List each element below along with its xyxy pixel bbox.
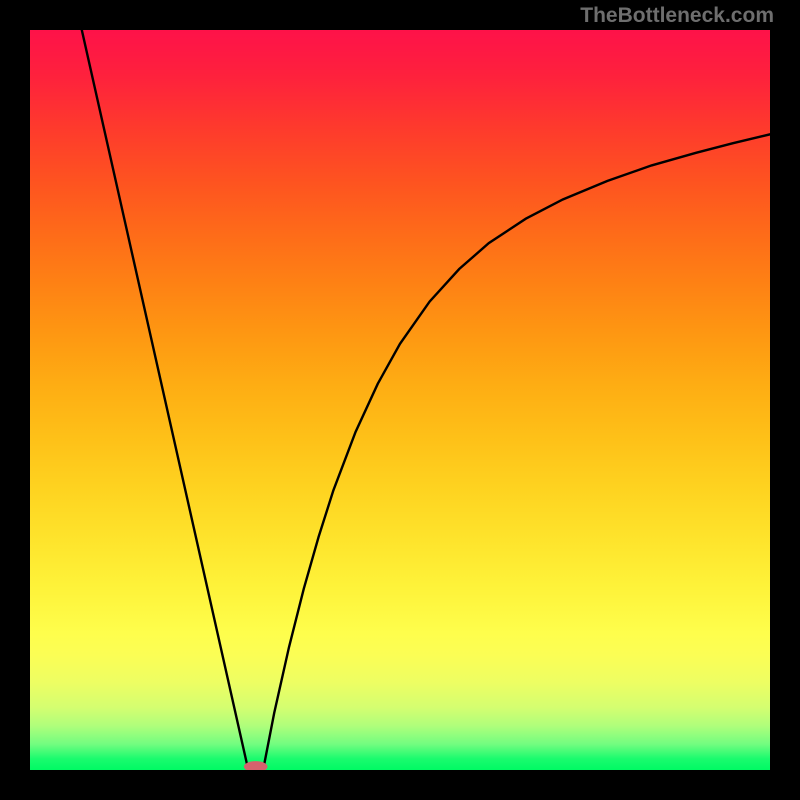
chart-container: TheBottleneck.com: [0, 0, 800, 800]
chart-svg: [30, 30, 770, 770]
plot-area: [30, 30, 770, 770]
gradient-background: [30, 30, 770, 770]
watermark-label: TheBottleneck.com: [580, 4, 774, 28]
